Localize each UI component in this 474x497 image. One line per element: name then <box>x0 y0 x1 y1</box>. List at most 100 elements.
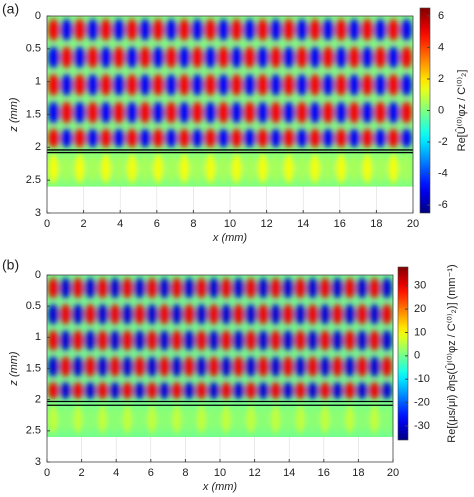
field-cell <box>335 101 347 124</box>
field-cell <box>87 73 99 96</box>
field-cell <box>356 277 368 299</box>
x-tick-label: 2 <box>81 218 87 230</box>
field-cell <box>196 303 207 325</box>
field-cell <box>60 381 71 400</box>
field-cell <box>139 128 151 148</box>
field-cell <box>113 18 125 41</box>
field-cell <box>109 405 121 434</box>
field-cell <box>309 73 321 96</box>
field-cell <box>283 128 295 148</box>
field-cell <box>100 46 112 69</box>
field-cell <box>387 153 399 184</box>
field-cell <box>282 356 294 378</box>
y-tick-label: 2 <box>35 141 41 153</box>
field-cell <box>374 128 386 148</box>
field-cell <box>146 329 158 351</box>
field-cell <box>348 153 360 184</box>
field-cell <box>245 329 257 351</box>
field-cell <box>400 128 412 148</box>
field-cell <box>319 405 331 434</box>
colorbar-tick-label: 0 <box>438 104 444 116</box>
field-cell <box>159 303 170 325</box>
field-cell <box>208 277 220 299</box>
field-cell <box>257 101 269 124</box>
field-cell <box>322 46 334 69</box>
field-cell <box>344 303 355 325</box>
y-tick-label: 0 <box>35 10 41 22</box>
panel-label: (a) <box>2 1 19 17</box>
field-cell <box>258 277 269 299</box>
field-cell <box>369 329 380 351</box>
field-cell <box>208 303 220 325</box>
field-cell <box>97 381 108 400</box>
field-cell <box>283 18 295 41</box>
colorbar-tick-label: 30 <box>414 280 426 292</box>
field-cell <box>257 73 269 96</box>
field-cell <box>344 329 355 351</box>
field-cell <box>146 405 158 434</box>
field-cell <box>217 46 229 69</box>
x-axis-label: x (mm) <box>202 481 238 493</box>
field-cell <box>270 18 282 41</box>
field-cell <box>356 303 368 325</box>
colorbar-tick-label: 10 <box>414 326 426 338</box>
y-tick-label: 0 <box>35 269 41 281</box>
field-cell <box>208 405 220 434</box>
field-cell <box>319 303 331 325</box>
field-cell <box>191 153 203 184</box>
field-cell <box>100 73 112 96</box>
field-cell <box>171 329 182 351</box>
field-cell <box>100 18 112 41</box>
colorbar <box>397 266 409 441</box>
colorbar-tick-label: 20 <box>414 303 426 315</box>
field-cell <box>295 303 306 325</box>
field-cell <box>296 128 308 148</box>
field-cell <box>61 46 73 69</box>
field-cell <box>60 405 71 434</box>
field-cell <box>400 153 412 184</box>
field-cell <box>348 101 360 124</box>
field-cell <box>270 329 281 351</box>
field-cell <box>183 356 195 378</box>
field-cell <box>61 153 73 184</box>
field-cell <box>113 73 125 96</box>
colorbar-label: Re[Û⁽⁰⁾φz / C⁽⁰⁾₂] <box>455 70 468 152</box>
field-cell <box>47 356 59 378</box>
field-cell <box>217 101 229 124</box>
field-cell <box>400 46 412 69</box>
field-cell <box>296 73 308 96</box>
field-cell <box>244 73 256 96</box>
field-cell <box>122 381 133 400</box>
field-cell <box>204 46 216 69</box>
field-cell <box>348 18 360 41</box>
field-cell <box>282 381 294 400</box>
field-cell <box>335 153 347 184</box>
field-cell <box>183 303 195 325</box>
field-cell <box>307 356 318 378</box>
x-tick-label: 8 <box>190 218 196 230</box>
colorbar-tick-label: -4 <box>438 167 448 179</box>
field-cell <box>109 356 121 378</box>
field-cell <box>374 18 386 41</box>
colorbar-tick-label: 6 <box>438 10 444 22</box>
field-cell <box>257 128 269 148</box>
field-cell <box>208 381 220 400</box>
field-cell <box>344 381 355 400</box>
x-tick-label: 10 <box>214 467 226 479</box>
field-cell <box>307 405 318 434</box>
x-tick-label: 0 <box>44 218 50 230</box>
field-cell <box>152 18 164 41</box>
field-cell <box>344 405 355 434</box>
field-cell <box>178 153 190 184</box>
field-cell <box>335 73 347 96</box>
field-cell <box>233 303 244 325</box>
field-cell <box>165 153 177 184</box>
field-cell <box>191 18 203 41</box>
field-cell <box>74 101 86 124</box>
y-tick-label: 3 <box>35 207 41 219</box>
field-cell <box>295 356 306 378</box>
colorbar-tick-label: 0 <box>414 350 420 362</box>
field-cell <box>85 381 96 400</box>
